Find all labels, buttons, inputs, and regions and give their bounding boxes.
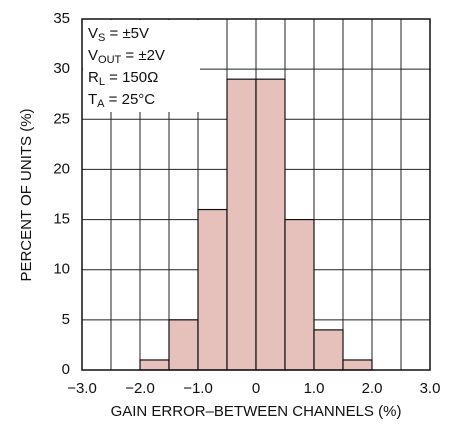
annotation-rest: = 25°C xyxy=(105,91,156,108)
annotation-main: V xyxy=(88,47,98,64)
annotation-rest: = ±2V xyxy=(121,47,165,64)
x-tick-label: 1.0 xyxy=(304,380,325,397)
y-tick-label: 15 xyxy=(53,211,70,228)
annotation-sub: A xyxy=(97,98,105,110)
x-tick-label: −2.0 xyxy=(125,380,155,397)
y-tick-label: 0 xyxy=(62,361,70,378)
y-tick-label: 25 xyxy=(53,110,70,127)
x-tick-label: 3.0 xyxy=(420,380,441,397)
annotation-rest: = ±5V xyxy=(105,25,149,42)
bar xyxy=(168,319,199,371)
bar xyxy=(197,208,228,371)
y-tick-label: 10 xyxy=(53,261,70,278)
bar xyxy=(255,78,286,371)
x-tick-label: −3.0 xyxy=(67,380,97,397)
annotation: VOUT = ±2V xyxy=(88,47,165,66)
annotation-sub: S xyxy=(98,32,105,44)
annotation-sub: OUT xyxy=(98,54,122,66)
y-tick-label: 30 xyxy=(53,60,70,77)
x-tick-label: −1.0 xyxy=(183,380,213,397)
annotation-sub: L xyxy=(99,76,105,88)
annotation: TA = 25°C xyxy=(88,91,155,110)
plot-frame xyxy=(81,18,431,371)
bar xyxy=(139,359,170,371)
annotation: VS = ±5V xyxy=(88,25,149,44)
y-tick-label: 20 xyxy=(53,160,70,177)
x-tick-label: 0 xyxy=(252,380,260,397)
bar xyxy=(313,329,344,371)
x-axis-label: GAIN ERROR–BETWEEN CHANNELS (%) xyxy=(111,403,402,420)
annotation-main: V xyxy=(88,25,98,42)
bar xyxy=(342,359,373,371)
y-tick-label: 35 xyxy=(53,10,70,27)
annotation-rest: = 150Ω xyxy=(105,69,158,86)
y-tick-label: 5 xyxy=(62,311,70,328)
annotation: RL = 150Ω xyxy=(88,69,158,88)
annotation-main: T xyxy=(88,91,97,108)
annotation-main: R xyxy=(88,69,99,86)
bar xyxy=(226,78,257,371)
annotation-background xyxy=(83,20,200,112)
y-axis-label: PERCENT OF UNITS (%) xyxy=(18,108,35,281)
bar xyxy=(284,218,315,371)
x-tick-label: 2.0 xyxy=(362,380,383,397)
